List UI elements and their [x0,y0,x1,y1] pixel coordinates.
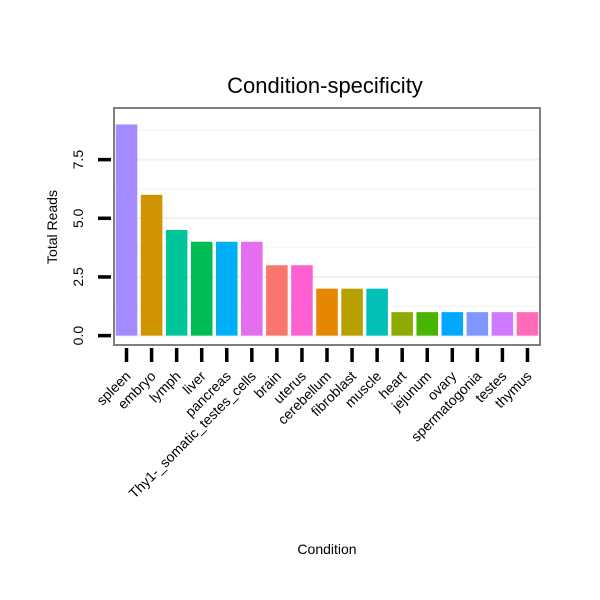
plot-frame [113,107,541,346]
bar-muscle [366,288,388,336]
bar-brain [266,265,288,336]
y-tick-label: 2.5 [70,267,86,287]
bar-fibroblast [341,288,363,336]
bar-embryo [140,194,163,336]
bar-thymus [516,312,539,336]
bar-liver [190,241,213,336]
bar-ovary [441,312,464,336]
chart-title: Condition-specificity [227,73,423,98]
bar-cerebellum [316,288,338,336]
y-tick-label: 0.0 [70,326,86,346]
y-tick-label: 7.5 [70,150,86,170]
bar-heart [391,312,413,336]
bar-spleen [115,124,138,336]
bar-Thy1-_somatic_testes_cells [241,241,263,336]
bar-testes [491,312,514,336]
y-axis: 0.0 2.5 5.0 7.5 [70,150,111,346]
bar-pancreas [215,241,238,336]
bar-lymph [165,230,188,336]
x-axis-title: Condition [297,541,356,557]
x-axis: spleenembryolymphliverpancreasThy1-_soma… [93,348,535,501]
bar-spermatogonia [466,312,489,336]
y-axis-title: Total Reads [44,190,60,264]
bar-jejunum [416,312,439,336]
y-tick-label: 5.0 [70,208,86,228]
bar-uterus [291,265,313,336]
bars [115,124,539,336]
